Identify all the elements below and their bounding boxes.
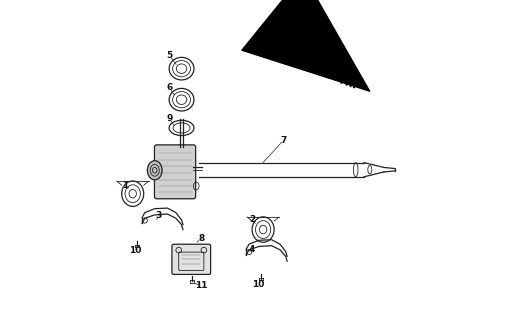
FancyBboxPatch shape [172, 244, 211, 275]
Text: 6: 6 [166, 83, 173, 92]
Text: 1: 1 [122, 181, 128, 190]
Text: 9: 9 [166, 114, 173, 124]
Text: 7: 7 [281, 136, 287, 145]
Text: 3: 3 [155, 211, 161, 220]
Text: 11: 11 [195, 282, 207, 291]
Text: FR.: FR. [337, 75, 357, 91]
Text: 8: 8 [198, 234, 204, 243]
FancyBboxPatch shape [154, 145, 196, 199]
Text: 10: 10 [251, 280, 264, 289]
Text: 2: 2 [249, 215, 255, 224]
Text: 10: 10 [129, 246, 141, 255]
Ellipse shape [147, 161, 162, 180]
Text: 4: 4 [249, 245, 256, 254]
Text: 5: 5 [166, 51, 173, 60]
